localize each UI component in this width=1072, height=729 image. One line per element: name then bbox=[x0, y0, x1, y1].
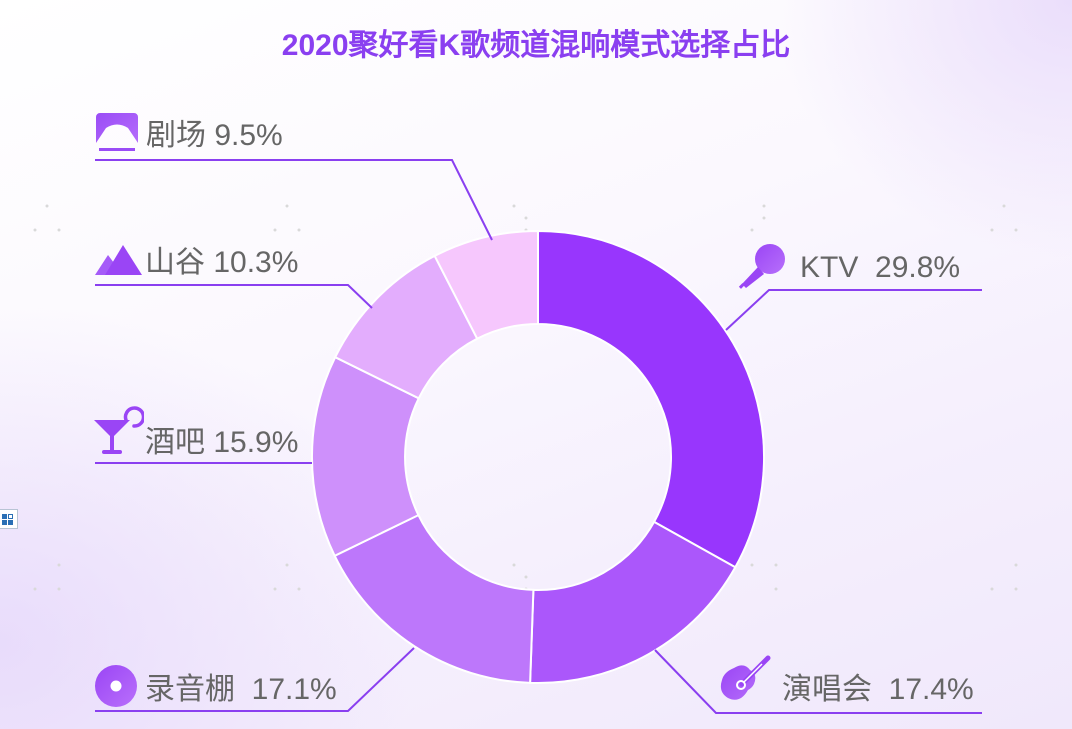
mountain-icon bbox=[95, 245, 142, 275]
label-bar-value: 15.9% bbox=[213, 426, 299, 459]
grid-icon-cell bbox=[2, 520, 7, 525]
label-concert: 演唱会 17.4% bbox=[782, 672, 974, 708]
grid-icon-cell bbox=[8, 520, 13, 525]
label-bar-name: 酒吧 bbox=[145, 426, 205, 459]
cocktail-icon bbox=[94, 406, 144, 454]
leader-line-ktv bbox=[725, 289, 982, 331]
grid-icon-cell bbox=[8, 514, 13, 519]
label-theater: 剧场 9.5% bbox=[146, 118, 283, 154]
decorative-dots bbox=[33, 204, 1018, 591]
label-ktv: KTV 29.8% bbox=[800, 250, 960, 286]
grid-icon bbox=[2, 514, 7, 519]
label-studio: 录音棚 17.1% bbox=[145, 672, 337, 708]
guitar-icon bbox=[720, 655, 771, 700]
leader-line-valley bbox=[95, 284, 373, 309]
disc-icon bbox=[95, 665, 137, 707]
label-valley: 山谷 10.3% bbox=[145, 245, 298, 281]
label-theater-value: 9.5% bbox=[214, 119, 283, 152]
leader-line-theater bbox=[95, 159, 493, 241]
slice-theater[interactable] bbox=[433, 229, 539, 341]
microphone-icon bbox=[738, 244, 785, 289]
label-valley-name: 山谷 bbox=[145, 246, 205, 279]
label-bar: 酒吧 15.9% bbox=[145, 425, 298, 461]
grid-widget-button[interactable] bbox=[0, 509, 18, 529]
slice-studio[interactable] bbox=[333, 513, 535, 684]
label-studio-name: 录音棚 bbox=[145, 673, 235, 706]
label-concert-value: 17.4% bbox=[888, 673, 974, 706]
leader-line-studio bbox=[95, 647, 415, 712]
donut-slices bbox=[311, 229, 766, 684]
leader-line-concert bbox=[654, 649, 982, 714]
label-theater-name: 剧场 bbox=[146, 119, 206, 152]
chart-title: 2020聚好看K歌频道混响模式选择占比 bbox=[281, 29, 791, 62]
theater-icon bbox=[96, 113, 138, 151]
label-concert-name: 演唱会 bbox=[782, 673, 872, 706]
background-glow-right bbox=[772, 0, 1072, 260]
label-ktv-name: KTV bbox=[800, 251, 859, 284]
label-studio-value: 17.1% bbox=[251, 673, 337, 706]
label-ktv-value: 29.8% bbox=[875, 251, 961, 284]
leader-lines bbox=[95, 159, 982, 714]
label-valley-value: 10.3% bbox=[213, 246, 299, 279]
slice-ktv[interactable] bbox=[537, 229, 766, 569]
